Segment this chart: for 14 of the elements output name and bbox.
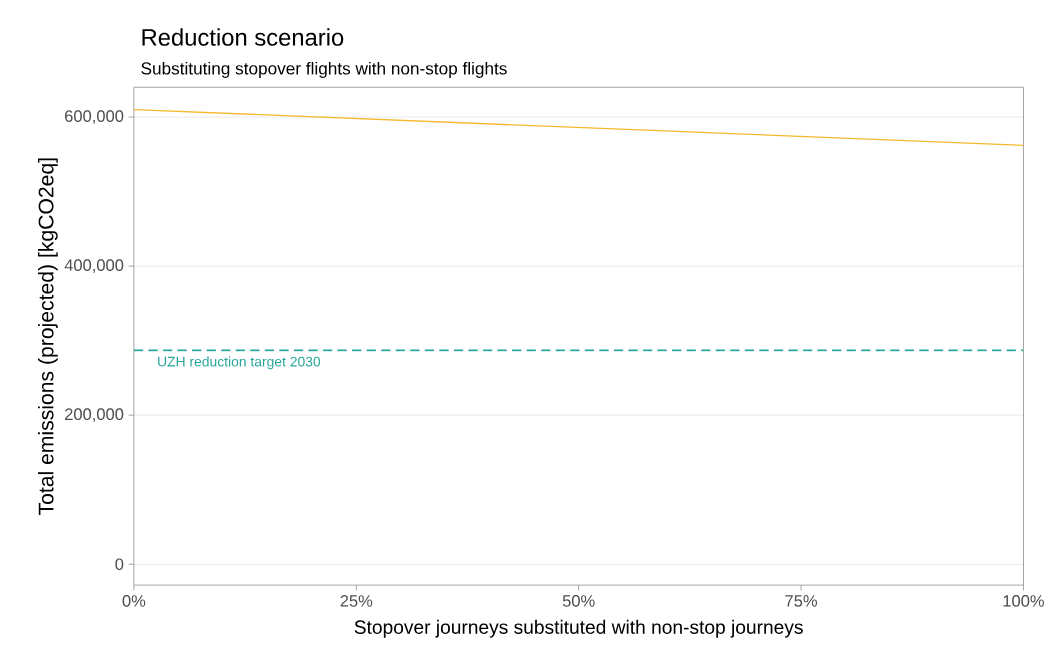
x-axis-title: Stopover journeys substituted with non-stop journeys [354,620,803,638]
y-tick-label: 400,000 [64,259,124,274]
x-tick-label: 25% [340,595,373,608]
y-tick-label: 0 [115,558,124,571]
y-tick-label: 600,000 [65,110,124,125]
x-tick-label: 0% [122,595,146,608]
ref-line-label: UZH reduction target 2030 [158,356,321,370]
y-tick-label: 200,000 [65,408,124,423]
x-tick-label: 100% [1003,595,1044,608]
y-axis-title: Total emissions (projected) [kgCO2eq] [38,158,58,516]
chart-subtitle: Substituting stopover flights with non-stop flights [141,62,507,79]
x-tick-label: 75% [785,595,818,607]
chart-title: Reduction scenario [142,28,344,47]
x-tick-label: 50% [562,595,595,608]
